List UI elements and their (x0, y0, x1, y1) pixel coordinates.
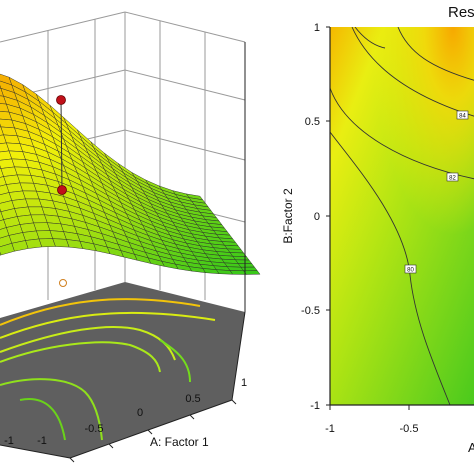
x-axis-title-3d: A: Factor 1 (150, 435, 209, 449)
surface-facet (243, 270, 261, 275)
contour-title: Res (448, 4, 474, 21)
contour-labels: 84 82 80 (404, 110, 469, 274)
surface-facet (240, 266, 258, 272)
y-tick-label: -1 (4, 435, 14, 447)
design-point (56, 95, 66, 105)
design-point (57, 185, 67, 195)
surface-facet (237, 263, 255, 268)
y-tick-label: -1 (310, 400, 320, 412)
y-tick-label: 1 (314, 22, 320, 34)
design-points (56, 95, 67, 287)
contour-y-axis-title: B:Factor 2 (281, 188, 295, 244)
contour-x-tick-labels: -1 -0.5 (325, 423, 418, 435)
x-tick-labels-3d: 1 0.5 0 -0.5 -1 -1 A: Factor 1 (4, 377, 247, 449)
surface-mesh (0, 73, 261, 275)
x-tick-label: -1 (325, 423, 335, 435)
surface-axes (0, 42, 246, 459)
y-tick-label: 0.5 (305, 116, 320, 128)
contour-y-tick-labels: 1 0.5 0 -0.5 -1 (301, 22, 320, 412)
x-tick-label: -0.5 (400, 423, 419, 435)
surface-facet (235, 259, 253, 264)
surface-panel: 1 0.5 0 -0.5 -1 -1 A: Factor 1 (0, 11, 261, 463)
contour-x-axis-title: A (468, 440, 474, 455)
contour-label: 80 (407, 267, 414, 273)
x-tick-label: 0 (137, 407, 143, 419)
y-tick-label: 0 (314, 211, 320, 223)
contour-y-ticks (326, 26, 410, 410)
contour-label: 82 (449, 175, 456, 181)
surface-facet (232, 255, 250, 261)
contour-label: 84 (459, 113, 466, 119)
x-tick-label: -1 (37, 435, 47, 447)
y-tick-label: -0.5 (301, 305, 320, 317)
x-tick-label: 1 (241, 377, 247, 389)
contour-panel: Res 84 82 80 (281, 4, 474, 455)
x-tick-label: -0.5 (85, 423, 104, 435)
x-tick-label: 0.5 (185, 393, 200, 405)
floor-plane (0, 282, 245, 458)
x-axis-ticks-3d (69, 399, 237, 463)
contour-hotspot (330, 27, 474, 405)
surface-facet (229, 252, 247, 257)
design-point-below (59, 279, 67, 287)
